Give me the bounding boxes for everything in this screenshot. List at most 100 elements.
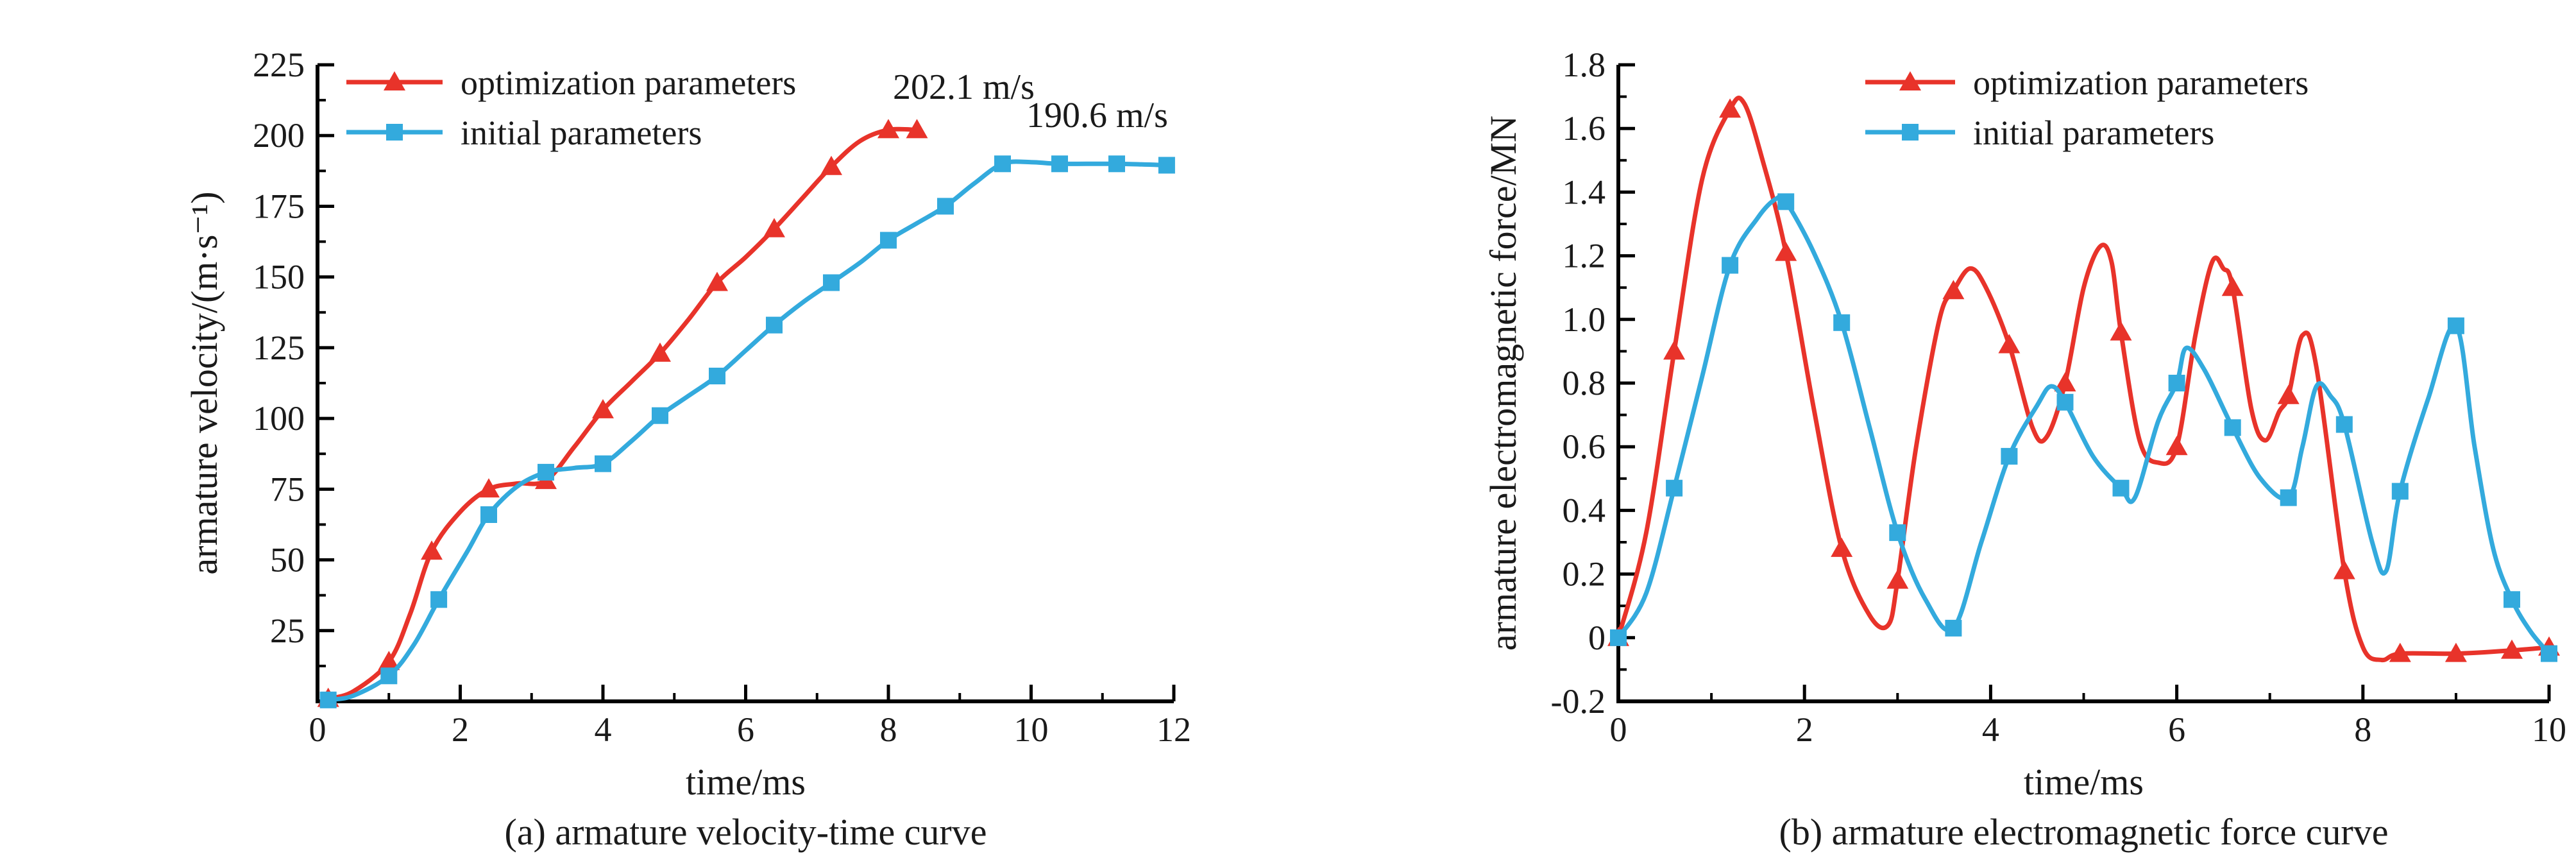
optimization-parameters-triangle-marker	[649, 342, 671, 362]
x-tick-label: 12	[1157, 710, 1191, 749]
y-tick-label: 0.4	[1563, 491, 1606, 529]
initial-parameters-square-marker	[319, 691, 337, 708]
optimization-parameters-triangle-marker	[820, 155, 842, 175]
initial-parameters-square-marker	[2112, 479, 2130, 497]
x-tick-label: 10	[1014, 710, 1049, 749]
legend-label: optimization parameters	[1973, 64, 2309, 102]
y-tick-label: 125	[253, 329, 305, 367]
initial-parameters-square-marker	[595, 455, 611, 472]
x-axis-label: time/ms	[686, 761, 806, 803]
initial-parameters-square-marker	[880, 232, 897, 249]
initial-parameters-square-marker	[766, 316, 783, 334]
curve-initial-parameters	[326, 159, 1169, 703]
initial-parameters-square-marker	[2224, 419, 2241, 436]
y-tick-label: 1.4	[1563, 173, 1606, 211]
optimization-parameters-triangle-marker	[2165, 436, 2188, 456]
x-axis-label: time/ms	[2024, 761, 2144, 803]
y-tick-label: 0	[1588, 619, 1606, 657]
initial-parameters-square-marker	[1158, 157, 1175, 174]
y-axis-label: armature velocity/(m·s⁻¹)	[183, 191, 225, 574]
optimization-parameters-triangle-marker	[1886, 569, 1909, 589]
legend: optimization parameters initial parameter…	[346, 64, 796, 152]
optimization-parameters-triangle-marker	[378, 651, 400, 671]
optimization-parameters-triangle-marker	[2445, 642, 2467, 662]
legend-label: optimization parameters	[461, 64, 796, 102]
legend-label: initial parameters	[1973, 114, 2214, 152]
initial-parameters-square-marker	[380, 667, 398, 685]
x-tick-label: 4	[1982, 710, 1999, 749]
series-optimization-parameters	[1607, 96, 2560, 663]
optimization-parameters-triangle-marker	[2277, 384, 2300, 404]
initial-parameters-square-marker	[1051, 155, 1068, 173]
initial-parameters-square-marker	[1610, 629, 1627, 646]
initial-parameters-square-marker	[538, 463, 554, 481]
y-tick-label: 1.0	[1563, 300, 1606, 339]
initial-parameters-square-marker	[1666, 479, 1683, 497]
optimization-parameters-triangle-marker	[592, 398, 614, 418]
final-velocity-annotation: 190.6 m/s	[1026, 96, 1168, 135]
optimization-parameters-triangle-marker	[706, 271, 728, 291]
y-tick-label: 175	[253, 187, 305, 225]
legend-label: initial parameters	[461, 114, 702, 152]
y-tick-label: 25	[270, 612, 305, 650]
optimization-parameters-triangle-marker	[2389, 642, 2411, 662]
y-tick-label: -0.2	[1551, 682, 1606, 721]
series-optimization-parameters	[317, 119, 928, 707]
optimization-parameters-triangle-marker	[906, 119, 928, 139]
legend-item-triangle: optimization parameters	[346, 64, 796, 102]
legend-square-marker	[386, 124, 403, 141]
chart-caption: (a) armature velocity-time curve	[505, 811, 987, 853]
legend-item-square: initial parameters	[1865, 114, 2214, 152]
optimization-parameters-triangle-marker	[1998, 334, 2021, 354]
legend-item-square: initial parameters	[346, 114, 702, 152]
y-tick-label: 0.2	[1563, 555, 1606, 594]
optimization-parameters-triangle-marker	[1775, 241, 1797, 261]
curve-optimization-parameters	[326, 126, 919, 701]
axes-frame	[1616, 65, 2549, 703]
x-tick-label: 0	[1610, 710, 1627, 749]
x-tick-label: 2	[452, 710, 469, 749]
legend-item-triangle: optimization parameters	[1865, 64, 2309, 102]
y-tick-label: 225	[253, 46, 305, 84]
y-axis-label: armature electromagnetic force/MN	[1482, 116, 1524, 651]
y-tick-label: 0.6	[1563, 427, 1606, 466]
initial-parameters-square-marker	[1722, 257, 1739, 274]
y-tick-label: 200	[253, 116, 305, 155]
optimization-parameters-triangle-marker	[421, 540, 443, 560]
optimization-parameters-triangle-marker	[2110, 321, 2132, 341]
initial-parameters-square-marker	[1108, 155, 1125, 173]
axis-ticks	[1616, 63, 2551, 703]
chart-caption: (b) armature electromagnetic force curve	[1779, 811, 2389, 853]
initial-parameters-square-marker	[430, 591, 448, 608]
x-tick-label: 4	[595, 710, 612, 749]
initial-parameters-square-marker	[823, 274, 840, 291]
x-tick-label: 8	[2354, 710, 2371, 749]
initial-parameters-square-marker	[480, 506, 497, 523]
initial-parameters-square-marker	[1945, 619, 1962, 637]
chart-velocity-time: 0 2 4 6 8 10 12 25 50 75 100 125 150 175 200 225 time/ms…	[26, 10, 1314, 856]
series-initial-parameters	[319, 155, 1175, 708]
y-tick-label: 100	[253, 399, 305, 438]
series-initial-parameters	[1610, 193, 2557, 662]
optimization-parameters-triangle-marker	[478, 478, 500, 498]
legend-triangle-marker	[384, 71, 405, 90]
optimization-parameters-triangle-marker	[2221, 277, 2244, 296]
chart-electromagnetic-force: 0 2 4 6 8 10 -0.2 0 0.2 0.4 0.6 0.8 1.0 1.2 1.4 1.6 1.8 t…	[1314, 10, 2576, 856]
axis-ticks	[316, 63, 1176, 701]
x-tick-label: 2	[1796, 710, 1813, 749]
y-tick-label: 150	[253, 258, 305, 296]
initial-parameters-square-marker	[1833, 314, 1851, 331]
initial-parameters-square-marker	[2335, 416, 2353, 433]
optimization-parameters-triangle-marker	[1831, 537, 1853, 557]
x-tick-label: 6	[2168, 710, 2185, 749]
optimization-parameters-triangle-marker	[1663, 340, 1686, 360]
y-tick-label: 0.8	[1563, 364, 1606, 402]
legend-square-marker	[1902, 124, 1919, 141]
initial-parameters-square-marker	[2447, 317, 2464, 334]
legend: optimization parameters initial parameter…	[1865, 64, 2309, 152]
x-tick-label: 6	[737, 710, 754, 749]
optimization-parameters-triangle-marker	[1942, 280, 1965, 300]
curve-initial-parameters	[1616, 193, 2552, 656]
legend-triangle-marker	[1899, 71, 1921, 90]
chart-a-root: 0 2 4 6 8 10 12 25 50 75 100 125 150 175 200 225 time/ms…	[183, 46, 1191, 853]
